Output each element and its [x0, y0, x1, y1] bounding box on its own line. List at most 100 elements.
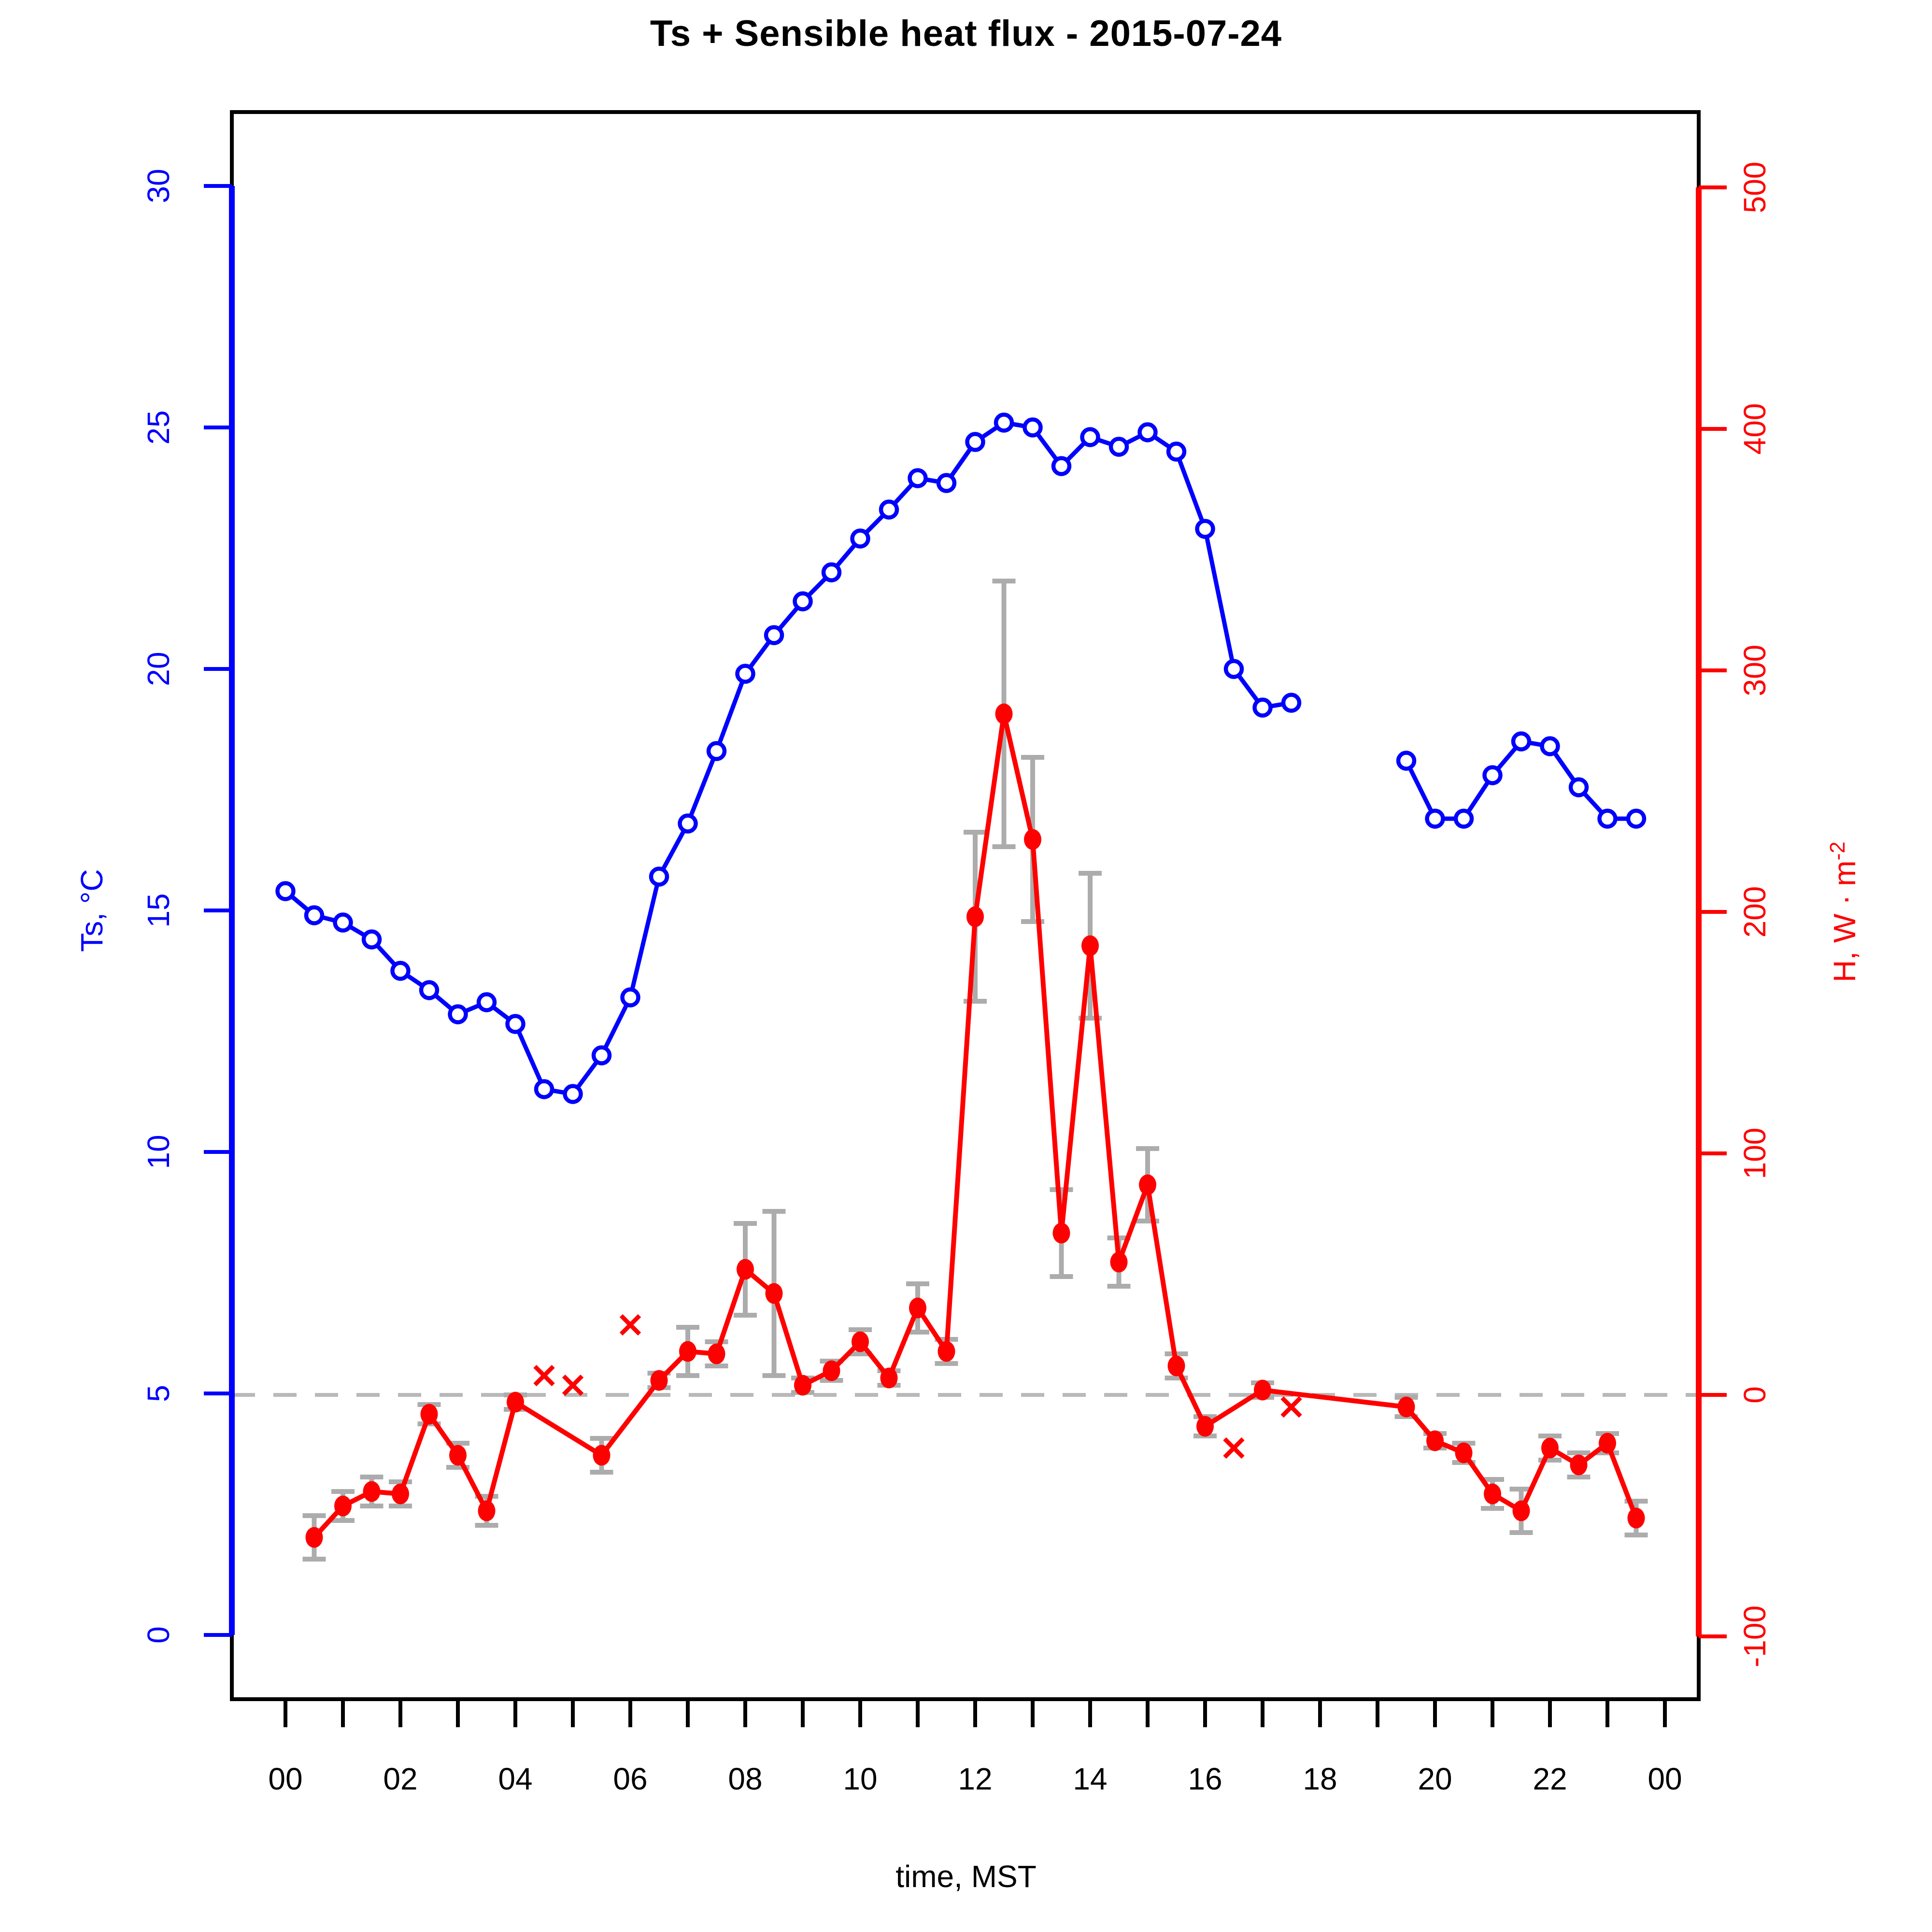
- ts-data-point: [534, 1079, 554, 1099]
- ts-data-point: [1223, 659, 1244, 679]
- ts-data-point: [1108, 437, 1129, 457]
- h-data-point: [1484, 1483, 1501, 1505]
- ts-data-point: [706, 741, 727, 761]
- h-data-point: [392, 1483, 409, 1505]
- ts-data-point: [448, 1004, 468, 1024]
- h-data-point: [1455, 1442, 1473, 1463]
- chart-title: Ts + Sensible heat flux - 2015-07-24: [650, 13, 1282, 54]
- h-data-point: [737, 1259, 754, 1280]
- ts-data-point: [793, 591, 813, 611]
- x-axis-title: time, MST: [895, 1859, 1037, 1894]
- h-data-point: [995, 703, 1013, 724]
- y-left-tick-label: 15: [141, 893, 176, 927]
- x-axis-tick-label: 14: [1073, 1762, 1107, 1796]
- h-data-point: [1254, 1379, 1271, 1401]
- y-right-tick-label: 0: [1737, 1386, 1772, 1404]
- ts-data-point: [735, 664, 755, 684]
- h-data-point: [880, 1367, 898, 1389]
- h-data-point: [1627, 1507, 1645, 1529]
- h-data-point: [1052, 1222, 1070, 1244]
- ts-data-point: [1425, 809, 1445, 829]
- h-data-point: [794, 1375, 811, 1396]
- ts-data-point: [994, 412, 1014, 433]
- x-axis-tick-label: 16: [1188, 1762, 1222, 1796]
- ts-data-point: [361, 929, 382, 950]
- h-data-point: [1139, 1174, 1156, 1195]
- h-data-point: [1110, 1251, 1128, 1273]
- x-axis-tick-label: 08: [728, 1762, 762, 1796]
- ts-data-point: [1166, 441, 1187, 462]
- h-data-point: [938, 1341, 955, 1362]
- ts-data-point: [1023, 417, 1043, 438]
- x-axis-tick-label: 10: [843, 1762, 877, 1796]
- h-flagged-x-marker: [1223, 1437, 1245, 1459]
- ts-data-point: [1568, 777, 1589, 797]
- h-flagged-x-marker: [562, 1374, 584, 1396]
- h-data-point: [708, 1343, 725, 1364]
- ts-data-point: [591, 1045, 612, 1065]
- ts-data-point: [850, 528, 870, 549]
- ts-data-point: [821, 562, 842, 582]
- h-data-point: [909, 1297, 926, 1319]
- h-data-point: [679, 1341, 696, 1362]
- h-flagged-x-marker: [1280, 1396, 1302, 1418]
- h-data-point: [1196, 1416, 1214, 1437]
- y-left-axis-group: 0 5 10 15 20 25 30: [141, 169, 232, 1644]
- y-left-tick-label: 20: [141, 652, 176, 686]
- h-data-point: [966, 906, 984, 927]
- ts-data-point: [1482, 765, 1503, 785]
- h-data-point: [305, 1527, 323, 1548]
- x-axis-tick-label: 22: [1533, 1762, 1567, 1796]
- x-axis-tick-label: 18: [1303, 1762, 1337, 1796]
- h-data-point: [1541, 1437, 1559, 1459]
- ts-data-point: [879, 499, 899, 520]
- ts-data-point: [476, 992, 497, 1012]
- h-data-point: [650, 1370, 668, 1391]
- h-data-point: [823, 1360, 840, 1381]
- y-right-tick-label: 400: [1737, 403, 1772, 455]
- h-data-point: [1570, 1454, 1588, 1476]
- h-data-point: [852, 1331, 869, 1352]
- flagged-points-group: [533, 1314, 1302, 1459]
- h-data-point: [1397, 1396, 1415, 1418]
- x-axis-tick-label: 04: [498, 1762, 532, 1796]
- ts-data-point: [1195, 519, 1215, 539]
- ts-data-point: [1597, 809, 1618, 829]
- h-data-point: [363, 1481, 381, 1502]
- y-right-tick-label: -100: [1737, 1605, 1772, 1667]
- x-axis-tick-label: 02: [383, 1762, 417, 1796]
- h-data-point: [1599, 1433, 1616, 1454]
- ts-data-point: [965, 432, 985, 452]
- ts-data-point: [1453, 809, 1474, 829]
- ts-data-point: [678, 813, 698, 834]
- ts-data-point: [390, 961, 411, 981]
- h-flagged-x-marker: [533, 1364, 555, 1387]
- h-data-point: [593, 1445, 611, 1466]
- ts-data-point: [649, 867, 669, 887]
- h-series-group: [305, 703, 1645, 1548]
- y-right-axis-group: -100 0 100 200 300 400 500: [1699, 162, 1772, 1667]
- y-right-tick-label: 300: [1737, 645, 1772, 696]
- ts-data-point: [563, 1084, 583, 1104]
- ts-data-point: [1540, 736, 1560, 756]
- ts-data-point: [1626, 809, 1647, 829]
- ts-data-point: [1511, 731, 1532, 752]
- y-left-tick-label: 10: [141, 1135, 176, 1169]
- h-data-point: [334, 1495, 352, 1517]
- ts-data-point: [1137, 422, 1158, 442]
- ts-data-point: [505, 1014, 526, 1034]
- ts-data-point: [419, 980, 440, 1000]
- x-axis-tick-label: 20: [1418, 1762, 1452, 1796]
- h-data-point: [1081, 935, 1099, 956]
- h-data-point: [420, 1404, 438, 1425]
- ts-data-point: [908, 468, 928, 488]
- h-data-point: [478, 1500, 496, 1521]
- y-right-tick-label: 200: [1737, 886, 1772, 938]
- h-data-point: [1426, 1430, 1444, 1451]
- ts-data-point: [1080, 427, 1100, 447]
- h-data-point: [765, 1283, 783, 1304]
- h-flagged-x-marker: [619, 1314, 641, 1336]
- y-left-tick-label: 30: [141, 169, 176, 203]
